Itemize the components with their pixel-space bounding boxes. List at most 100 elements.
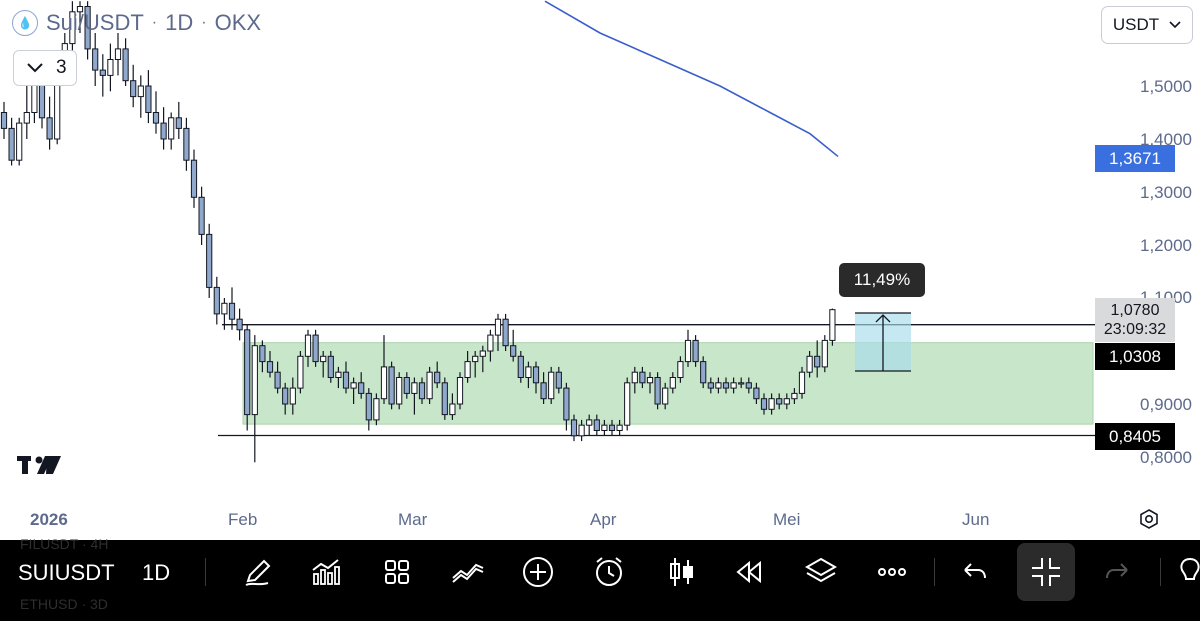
candle bbox=[814, 340, 821, 378]
candle-body bbox=[548, 371, 555, 400]
candle bbox=[563, 382, 570, 431]
candle bbox=[479, 345, 486, 373]
candle-body bbox=[320, 355, 327, 363]
candle bbox=[228, 287, 236, 330]
candle bbox=[114, 33, 122, 76]
candle-body bbox=[479, 350, 486, 357]
candle-body bbox=[16, 122, 23, 161]
candle bbox=[449, 393, 456, 420]
candle-body bbox=[388, 366, 395, 405]
lower-level-badge: 0,8405 bbox=[1095, 423, 1175, 450]
collapse-icon[interactable] bbox=[1028, 554, 1064, 590]
candle-body bbox=[403, 377, 410, 394]
candle bbox=[578, 419, 585, 442]
candle bbox=[624, 377, 631, 431]
candle-body bbox=[540, 382, 547, 400]
ghost-watchlist-item: ETHUSD · 3D bbox=[20, 596, 108, 612]
interval-label: 1D bbox=[165, 10, 194, 35]
price-tick: 0,8000 bbox=[1140, 448, 1192, 467]
currency-selector[interactable]: USDT bbox=[1101, 6, 1193, 44]
chart-area[interactable]: 💧 Sui/USDT · 1D · OKX 3 USDT 1,5000 1,40… bbox=[0, 0, 1200, 540]
candle-body bbox=[616, 424, 623, 432]
candle-body bbox=[175, 117, 182, 129]
candle-body bbox=[753, 387, 760, 400]
candle bbox=[487, 329, 494, 362]
candle-body bbox=[814, 355, 821, 368]
last-price-box: 1,0780 23:09:32 bbox=[1095, 298, 1175, 342]
pencil-icon[interactable] bbox=[240, 554, 276, 590]
candle bbox=[760, 393, 768, 415]
alarm-icon[interactable] bbox=[591, 554, 627, 590]
candle-body bbox=[631, 371, 638, 384]
toolbar-symbol-button[interactable]: SUIUSDT bbox=[18, 560, 115, 585]
indicators-icon[interactable] bbox=[308, 554, 344, 590]
candle bbox=[631, 366, 638, 394]
symbol-header[interactable]: 💧 Sui/USDT · 1D · OKX bbox=[12, 10, 261, 36]
candle-body bbox=[130, 80, 137, 98]
candle bbox=[190, 149, 198, 208]
lightbulb-icon[interactable] bbox=[1172, 554, 1200, 590]
candle-body bbox=[510, 345, 517, 357]
candle-body bbox=[456, 377, 464, 405]
candle bbox=[221, 298, 228, 330]
time-tick: Mei bbox=[773, 510, 801, 529]
trend-line-icon[interactable] bbox=[450, 554, 486, 590]
candle-body bbox=[654, 377, 661, 405]
candle-body bbox=[304, 334, 312, 357]
candle-body bbox=[396, 377, 403, 405]
candles-icon[interactable] bbox=[663, 554, 699, 590]
redo-icon[interactable] bbox=[1100, 554, 1136, 590]
candle bbox=[373, 393, 380, 426]
candle bbox=[684, 329, 692, 367]
candle bbox=[99, 54, 106, 97]
price-tick: 1,3000 bbox=[1140, 183, 1192, 202]
more-icon[interactable] bbox=[874, 554, 910, 590]
candle bbox=[570, 414, 578, 442]
chart-settings-icon[interactable] bbox=[1138, 508, 1160, 530]
candle-body bbox=[23, 112, 30, 124]
candle-body bbox=[145, 85, 152, 113]
candle bbox=[517, 351, 524, 383]
candle bbox=[669, 372, 676, 394]
candle bbox=[145, 70, 152, 124]
indicator-collapse-button[interactable]: 3 bbox=[13, 50, 77, 86]
candle bbox=[418, 377, 426, 404]
bar-countdown: 23:09:32 bbox=[1103, 321, 1167, 338]
candle-body bbox=[487, 334, 494, 352]
candle-body bbox=[730, 382, 737, 389]
candle-body bbox=[350, 382, 357, 389]
candle-body bbox=[365, 392, 372, 421]
candle-body bbox=[677, 361, 684, 379]
candle bbox=[8, 117, 15, 166]
grid-icon[interactable] bbox=[379, 554, 415, 590]
candle bbox=[46, 96, 53, 150]
candle bbox=[358, 372, 365, 399]
candle bbox=[753, 382, 760, 404]
replay-icon[interactable] bbox=[732, 554, 768, 590]
candle bbox=[434, 361, 441, 389]
candle bbox=[183, 117, 190, 171]
candle bbox=[69, 1, 76, 55]
candle bbox=[821, 335, 828, 373]
sui-logo-icon: 💧 bbox=[12, 10, 38, 36]
candle-body bbox=[380, 366, 388, 400]
candle-body bbox=[821, 339, 828, 368]
plus-circle-icon[interactable] bbox=[520, 554, 556, 590]
candle bbox=[251, 335, 258, 463]
candle-body bbox=[502, 318, 509, 347]
candle bbox=[745, 377, 752, 394]
price-chart[interactable] bbox=[0, 0, 1200, 540]
toolbar-interval-button[interactable]: 1D bbox=[142, 560, 171, 585]
collapse-button-active-bg bbox=[1017, 543, 1075, 601]
candle bbox=[342, 361, 350, 394]
candle bbox=[350, 377, 357, 404]
candle bbox=[380, 335, 388, 404]
measure-arrow-head bbox=[875, 314, 891, 323]
candle bbox=[152, 91, 160, 134]
undo-icon[interactable] bbox=[956, 554, 992, 590]
toolbar-divider bbox=[1160, 558, 1161, 586]
candle-body bbox=[783, 398, 790, 405]
candle-body bbox=[464, 361, 471, 379]
layers-icon[interactable] bbox=[803, 554, 839, 590]
candle bbox=[540, 372, 547, 404]
